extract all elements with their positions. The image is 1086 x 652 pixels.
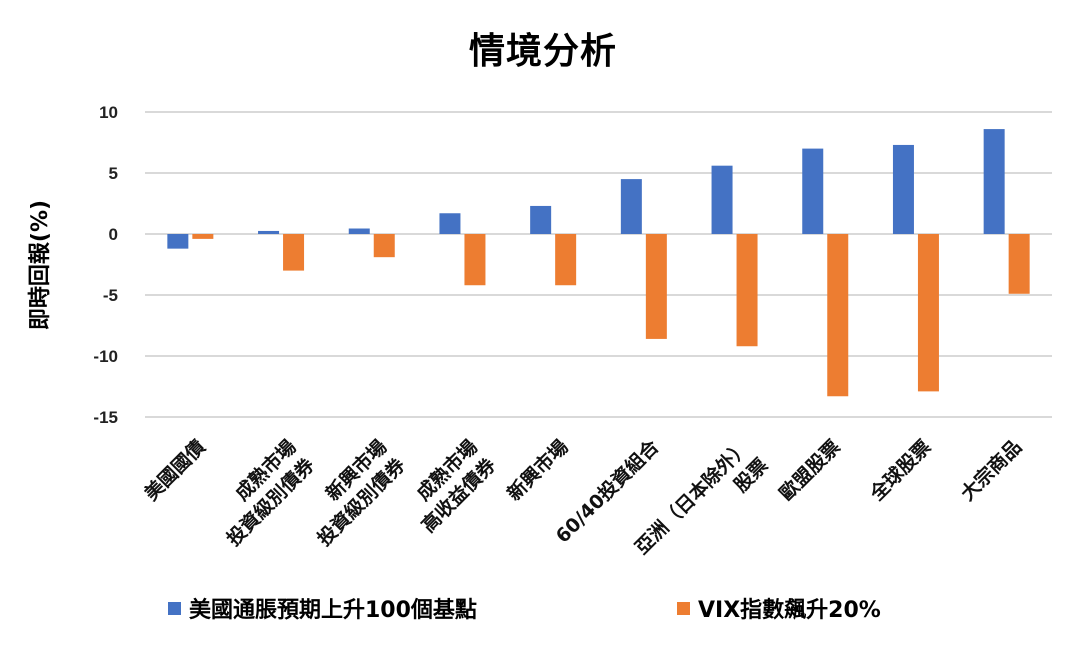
x-tick-label-line: 歐盟股票: [775, 435, 845, 505]
legend-label: 美國通脹預期上升100個基點: [189, 598, 477, 623]
bar-inflation: [620, 179, 642, 234]
x-tick-label-line: 新興市場: [503, 435, 573, 505]
x-tick-label: 歐盟股票: [775, 435, 845, 505]
gridlines: [145, 111, 1052, 418]
x-tick-label: 美國國債: [140, 435, 210, 505]
x-tick-label: 全球股票: [865, 435, 936, 506]
y-tick-label: -10: [93, 347, 118, 366]
bar-inflation: [711, 165, 733, 234]
bar-vix: [827, 234, 849, 397]
legend-swatch-orange: [677, 601, 690, 615]
bar-inflation: [258, 230, 280, 234]
bar-inflation: [802, 148, 824, 234]
bar-inflation: [892, 144, 914, 234]
legend-swatch-blue: [168, 601, 181, 615]
legend-item-series-1: 美國通脹預期上升100個基點: [168, 592, 477, 624]
bar-vix: [373, 234, 395, 258]
x-tick-label: 大宗商品: [956, 435, 1026, 505]
y-tick-label: 5: [109, 164, 118, 183]
y-tick-label: 0: [109, 225, 118, 244]
bar-vix: [283, 234, 305, 271]
x-tick-label-line: 全球股票: [865, 435, 936, 506]
bars: [167, 129, 1030, 397]
y-tick-label: 10: [99, 103, 118, 122]
bar-inflation: [439, 213, 461, 234]
y-tick-label: -5: [103, 286, 118, 305]
bar-vix: [464, 234, 486, 286]
legend-item-series-2: VIX指數飆升20%: [677, 592, 881, 624]
chart-title: 情境分析: [468, 31, 617, 72]
legend-label: VIX指數飆升20%: [698, 598, 881, 623]
bar-vix: [555, 234, 577, 286]
bar-vix: [645, 234, 667, 339]
bar-vix: [736, 234, 758, 347]
bar-inflation: [983, 129, 1005, 234]
bar-vix: [1008, 234, 1030, 294]
bar-inflation: [167, 234, 189, 249]
bar-vix: [192, 234, 214, 239]
bar-inflation: [530, 205, 552, 234]
bar-inflation: [348, 228, 370, 234]
bar-vix: [917, 234, 939, 392]
x-tick-label: 新興市場: [503, 435, 573, 505]
y-tick-label: -15: [93, 408, 118, 427]
x-tick-label-line: 美國國債: [140, 435, 210, 505]
x-tick-label-line: 大宗商品: [956, 435, 1026, 505]
y-axis-ticks: 10 5 0 -5 -10 -15: [93, 103, 118, 427]
